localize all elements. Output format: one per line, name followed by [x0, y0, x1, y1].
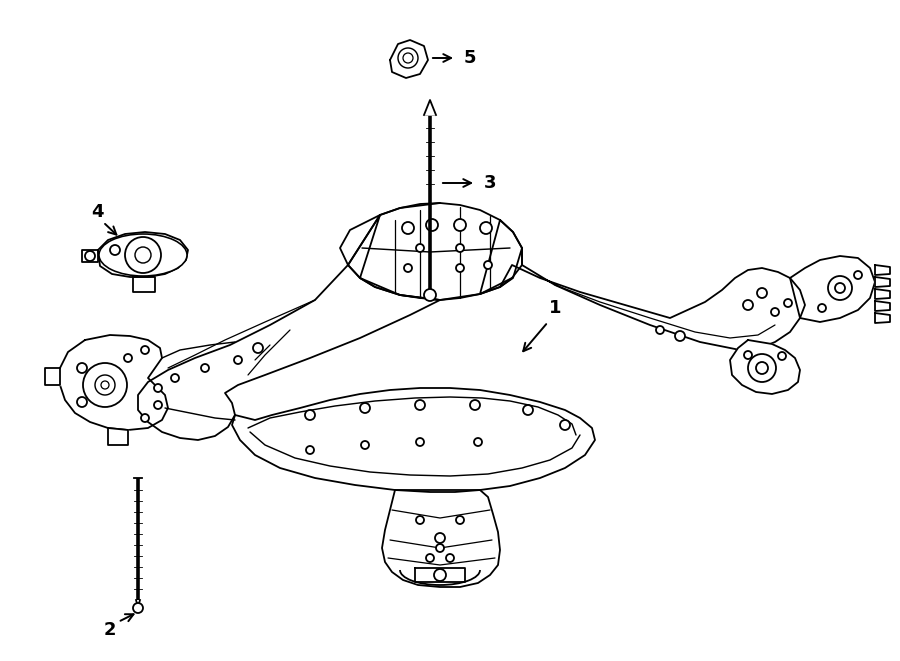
Circle shape	[77, 363, 87, 373]
Circle shape	[434, 569, 446, 581]
Polygon shape	[340, 203, 522, 300]
Polygon shape	[60, 335, 168, 430]
Circle shape	[141, 414, 149, 422]
Circle shape	[360, 403, 370, 413]
Circle shape	[426, 219, 438, 231]
Circle shape	[436, 544, 444, 552]
Circle shape	[835, 283, 845, 293]
Circle shape	[456, 244, 464, 252]
Circle shape	[133, 603, 143, 613]
Polygon shape	[382, 490, 500, 587]
Text: 1: 1	[549, 299, 562, 317]
Circle shape	[560, 420, 570, 430]
Polygon shape	[875, 301, 890, 311]
Polygon shape	[875, 289, 890, 299]
Circle shape	[253, 343, 263, 353]
Circle shape	[854, 271, 862, 279]
Circle shape	[83, 363, 127, 407]
Circle shape	[523, 405, 533, 415]
Circle shape	[403, 53, 413, 63]
Circle shape	[818, 304, 826, 312]
Polygon shape	[790, 256, 875, 322]
Circle shape	[135, 247, 151, 263]
Circle shape	[402, 222, 414, 234]
Circle shape	[484, 261, 492, 269]
Text: 2: 2	[104, 621, 116, 639]
Circle shape	[125, 237, 161, 273]
Circle shape	[141, 346, 149, 354]
Polygon shape	[480, 220, 805, 350]
Circle shape	[305, 410, 315, 420]
Circle shape	[828, 276, 852, 300]
Circle shape	[416, 244, 424, 252]
Circle shape	[415, 400, 425, 410]
Polygon shape	[108, 428, 128, 445]
Polygon shape	[82, 250, 98, 262]
Circle shape	[784, 299, 792, 307]
Circle shape	[416, 438, 424, 446]
Polygon shape	[45, 368, 60, 385]
Circle shape	[456, 264, 464, 272]
Circle shape	[743, 300, 753, 310]
Polygon shape	[424, 100, 436, 115]
Circle shape	[424, 289, 436, 301]
Circle shape	[154, 384, 162, 392]
Polygon shape	[875, 313, 890, 323]
Circle shape	[361, 441, 369, 449]
Circle shape	[435, 533, 445, 543]
Polygon shape	[98, 232, 188, 277]
Polygon shape	[390, 40, 428, 78]
Circle shape	[456, 516, 464, 524]
Polygon shape	[415, 568, 465, 582]
Circle shape	[234, 356, 242, 364]
Circle shape	[398, 48, 418, 68]
Circle shape	[306, 446, 314, 454]
Text: 3: 3	[484, 174, 496, 192]
Circle shape	[171, 374, 179, 382]
Text: 5: 5	[464, 49, 476, 67]
Circle shape	[480, 222, 492, 234]
Circle shape	[77, 397, 87, 407]
Circle shape	[656, 326, 664, 334]
Circle shape	[454, 219, 466, 231]
Circle shape	[404, 264, 412, 272]
Circle shape	[675, 331, 685, 341]
Circle shape	[154, 401, 162, 409]
Circle shape	[470, 400, 480, 410]
Circle shape	[85, 251, 95, 261]
Circle shape	[95, 375, 115, 395]
Circle shape	[426, 554, 434, 562]
Circle shape	[416, 516, 424, 524]
Circle shape	[201, 364, 209, 372]
Circle shape	[756, 362, 768, 374]
Circle shape	[101, 381, 109, 389]
Polygon shape	[875, 265, 890, 275]
Circle shape	[778, 352, 786, 360]
Circle shape	[124, 354, 132, 362]
Circle shape	[771, 308, 779, 316]
Text: 4: 4	[91, 203, 104, 221]
Polygon shape	[730, 340, 800, 394]
Circle shape	[110, 245, 120, 255]
Circle shape	[748, 354, 776, 382]
Circle shape	[757, 288, 767, 298]
Ellipse shape	[99, 234, 187, 276]
Polygon shape	[232, 388, 595, 492]
Polygon shape	[133, 277, 155, 292]
Circle shape	[744, 351, 752, 359]
Polygon shape	[138, 215, 440, 440]
Circle shape	[446, 554, 454, 562]
Circle shape	[474, 438, 482, 446]
Polygon shape	[875, 277, 890, 287]
